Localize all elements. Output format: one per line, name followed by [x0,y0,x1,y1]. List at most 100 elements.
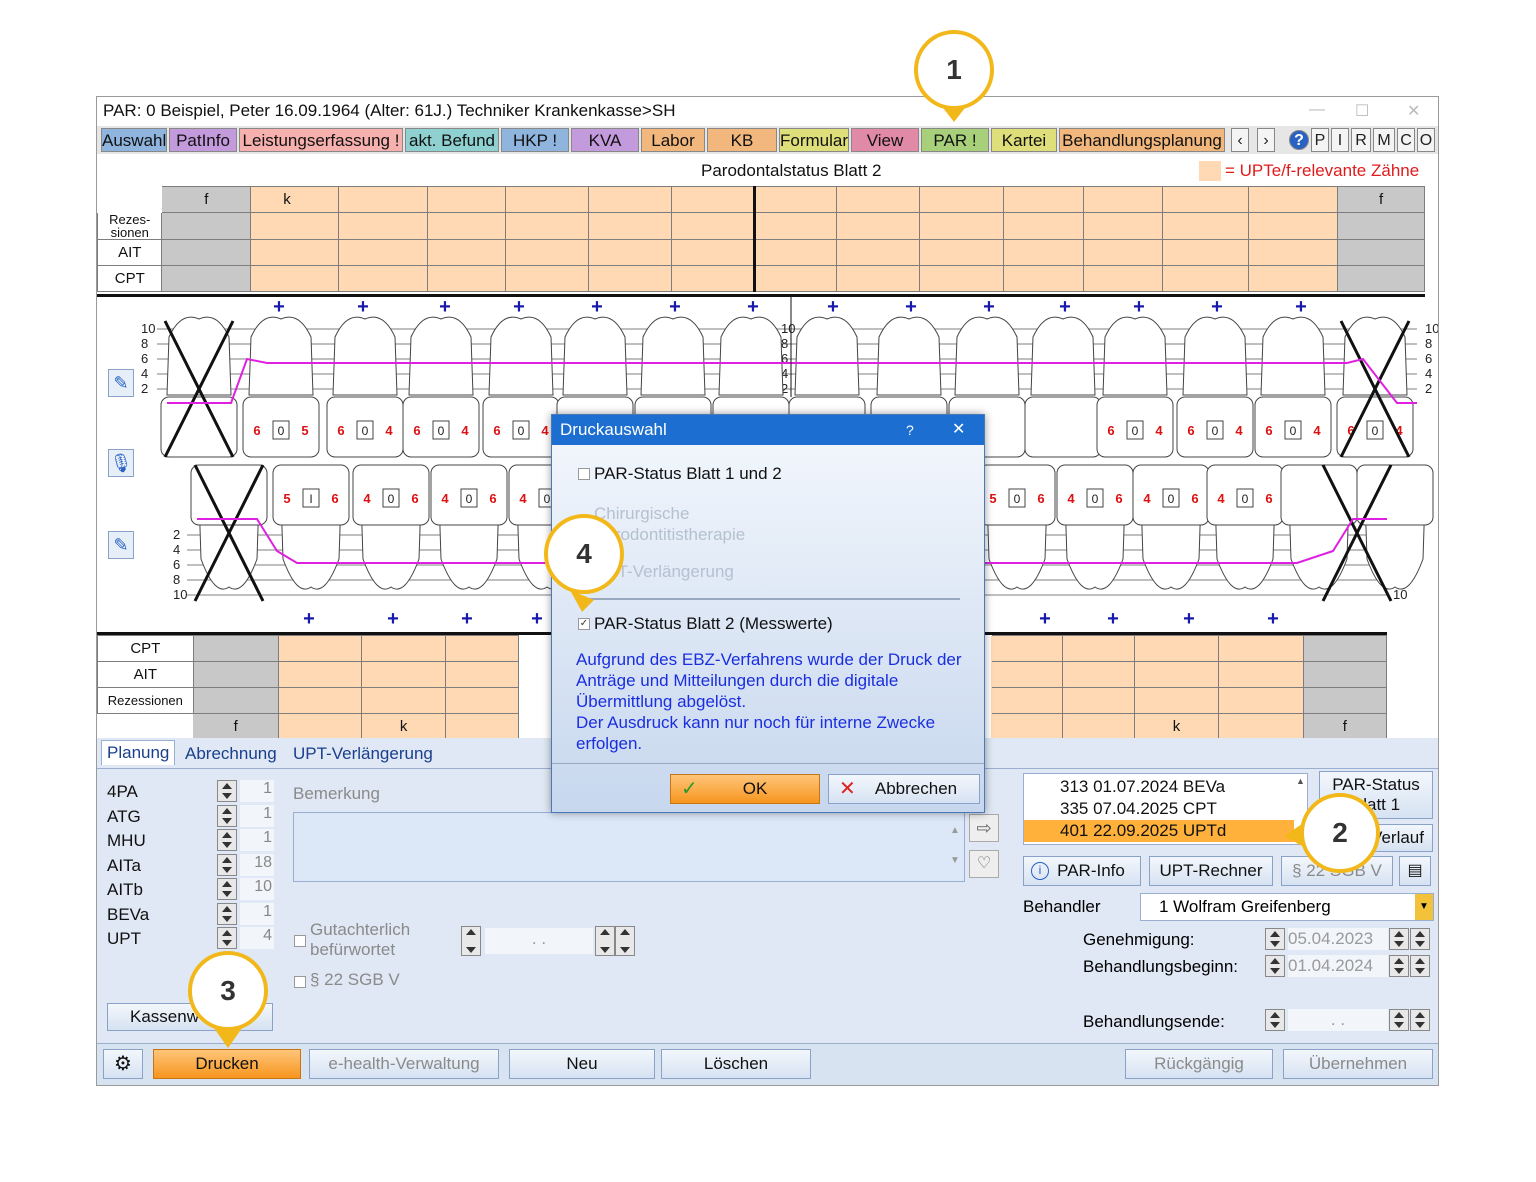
remark-textarea[interactable] [293,812,965,882]
tooth-icon[interactable]: ♡ [969,850,999,878]
tab-formular[interactable]: Formular [779,128,849,152]
ende-spinner-right-b[interactable] [1410,1009,1430,1031]
list-scroll-up[interactable]: ▲ [1296,776,1305,786]
list-item[interactable]: 335 07.04.2025 CPT [1060,799,1217,818]
beginn-spinner-right-b[interactable] [1410,955,1430,977]
behandler-select[interactable]: 1 Wolfram Greifenberg ▼ [1140,893,1434,921]
beginn-field[interactable]: 01.04.2024 [1288,955,1388,977]
counter-label-4pa: 4PA [107,782,138,801]
document-icon[interactable]: ▤ [1399,856,1431,886]
uebernehmen-button[interactable]: Übernehmen [1283,1049,1433,1079]
tab-hkp[interactable]: HKP ! [501,128,569,152]
ende-spinner-right-a[interactable] [1389,1009,1409,1031]
plus-marker: + [905,297,917,318]
dialog-ok-button[interactable]: ✓ OK [670,774,820,804]
letter-button-p[interactable]: P [1311,128,1329,152]
counter-value[interactable]: 4 [240,927,274,949]
remark-scrollbar[interactable]: ▲ ▼ [950,825,960,866]
tab-leistungserfassung[interactable]: Leistungserfassung ! [239,128,403,152]
list-item[interactable]: 313 01.07.2024 BEVa [1060,777,1226,796]
dialog-close-icon[interactable]: ✕ [952,421,966,438]
maximize-icon[interactable]: ☐ [1355,103,1370,120]
gutachterlich-checkbox[interactable] [294,935,306,947]
upper-tooth-root [1260,316,1326,396]
tab-upt-verlaengerung[interactable]: UPT-Verlängerung [293,744,433,763]
ende-spinner-left[interactable] [1265,1009,1285,1031]
tab-par[interactable]: PAR ! [921,128,989,152]
counter-value[interactable]: 1 [240,780,274,802]
tab-patinfo[interactable]: PatInfo [169,128,237,152]
tab-labor[interactable]: Labor [641,128,705,152]
genehmigung-spinner-right-a[interactable] [1389,928,1409,950]
chevron-down-icon[interactable]: ▼ [1415,894,1433,920]
tab-akt-befund[interactable]: akt. Befund [405,128,499,152]
tab-abrechnung[interactable]: Abrechnung [185,744,277,763]
counter-spinner[interactable] [217,927,237,949]
pocket-box [1206,420,1224,440]
gutachten-date-spinner-left[interactable] [461,926,481,956]
genehmigung-spinner-right-b[interactable] [1410,928,1430,950]
pocket-value: 0 [438,424,445,438]
counter-spinner[interactable] [217,878,237,900]
pocket-box [1126,420,1144,440]
opt-par-status-2-checkbox[interactable]: ✓ [578,618,590,630]
gutachten-date-field[interactable]: . . [485,928,593,954]
sgb-checkbox[interactable] [294,976,306,988]
letter-button-o[interactable]: O [1417,128,1435,152]
tab-planung[interactable]: Planung [101,740,176,765]
beginn-spinner-right-a[interactable] [1389,955,1409,977]
neu-button[interactable]: Neu [509,1049,655,1079]
plus-marker: + [1107,608,1119,630]
gear-icon[interactable]: ⚙ [103,1049,143,1079]
behandler-label: Behandler [1023,897,1101,916]
counter-spinner[interactable] [217,804,237,827]
tab-kartei[interactable]: Kartei [991,128,1057,152]
counter-value[interactable]: 1 [240,804,274,827]
rueckgaengig-button[interactable]: Rückgängig [1125,1049,1273,1079]
pencil-icon[interactable]: ✎ [108,531,134,559]
par-history-list[interactable]: 313 01.07.2024 BEVa 335 07.04.2025 CPT 4… [1023,773,1308,845]
counter-value[interactable]: 1 [240,902,274,925]
drucken-button[interactable]: Drucken [153,1049,301,1079]
letter-button-m[interactable]: M [1373,128,1395,152]
letter-button-i[interactable]: I [1331,128,1349,152]
loeschen-button[interactable]: Löschen [661,1049,811,1079]
counter-spinner[interactable] [217,780,237,802]
upt-rechner-button[interactable]: UPT-Rechner [1149,856,1273,886]
par-info-button[interactable]: i PAR-Info [1023,856,1141,886]
pencil-icon[interactable]: ✎ [108,369,134,397]
ende-field[interactable]: . . [1288,1009,1388,1031]
minimize-icon[interactable]: — [1309,101,1325,118]
counter-value[interactable]: 18 [240,853,274,876]
gutachten-date-spinner-right-a[interactable] [595,926,615,956]
beginn-spinner-left[interactable] [1265,955,1285,977]
scale-label-upper-left: 2 [141,381,148,396]
close-icon[interactable]: ✕ [1407,103,1421,120]
tabs-next-button[interactable]: › [1257,128,1275,152]
genehmigung-spinner-left[interactable] [1265,928,1285,950]
tab-kva[interactable]: KVA [571,128,639,152]
tab-auswahl[interactable]: Auswahl [101,128,167,152]
tab-kb[interactable]: KB [707,128,777,152]
tabs-prev-button[interactable]: ‹ [1231,128,1249,152]
opt-par-status-1-2-checkbox[interactable] [578,468,590,480]
arrow-right-icon[interactable]: ⇨ [969,814,999,842]
gutachten-date-spinner-right-b[interactable] [615,926,635,956]
list-item-selected[interactable]: 401 22.09.2025 UPTd [1024,820,1294,842]
counter-value[interactable]: 1 [240,829,274,851]
dialog-help-icon[interactable]: ? [906,422,914,438]
dialog-cancel-button[interactable]: ✕ Abbrechen [828,774,980,804]
genehmigung-field[interactable]: 05.04.2023 [1288,928,1388,950]
help-icon[interactable]: ? [1289,130,1309,150]
sheet-title: Parodontalstatus Blatt 2 [701,161,882,180]
counter-spinner[interactable] [217,829,237,851]
counter-spinner[interactable] [217,902,237,925]
microphone-icon[interactable]: 🎙 [108,449,134,477]
ehealth-button[interactable]: e-health-Verwaltung [309,1049,499,1079]
counter-spinner[interactable] [217,853,237,876]
counter-value[interactable]: 10 [240,878,274,900]
tab-behandlungsplanung[interactable]: Behandlungsplanung [1059,128,1225,152]
letter-button-c[interactable]: C [1397,128,1415,152]
letter-button-r[interactable]: R [1351,128,1371,152]
tab-view[interactable]: View [851,128,919,152]
